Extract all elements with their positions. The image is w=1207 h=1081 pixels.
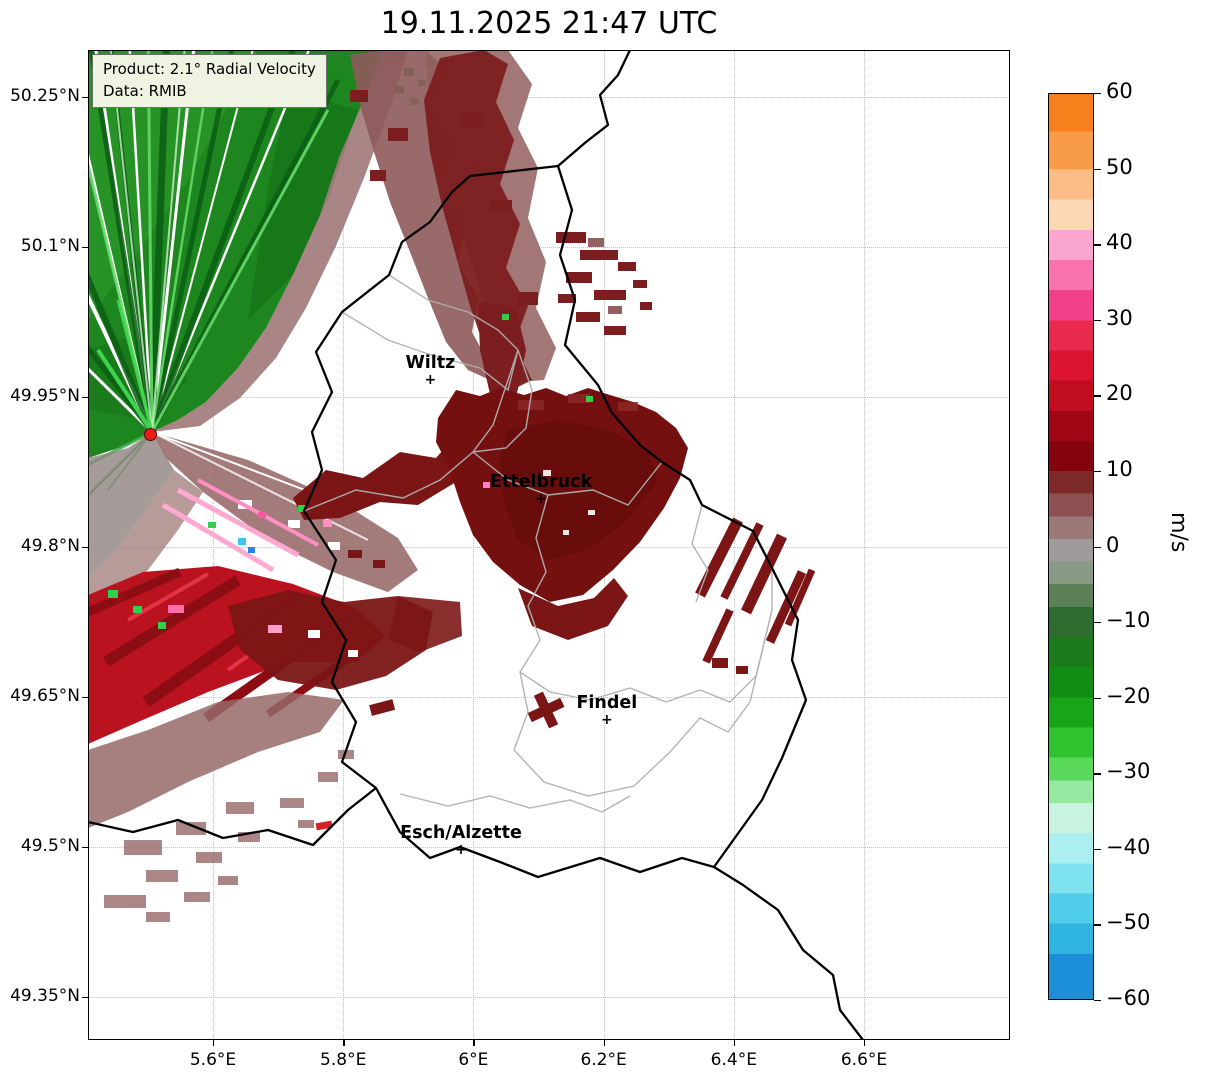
colorbar-unit-label: m/s: [1166, 512, 1191, 553]
y-tick-label: 49.65°N: [10, 686, 80, 706]
product-info-line1: Product: 2.1° Radial Velocity: [103, 60, 316, 78]
colorbar-tick-mark: [1094, 697, 1101, 700]
gridline-vertical: [213, 50, 214, 1040]
x-tick-mark: [733, 1040, 736, 1046]
gridline-vertical: [864, 50, 865, 1040]
city-marker: +: [600, 712, 613, 728]
colorbar-tick-label: 60: [1106, 79, 1133, 103]
noise-speckles: [108, 314, 593, 633]
x-tick-label: 6°E: [458, 1050, 489, 1070]
y-tick-mark: [82, 247, 88, 249]
y-tick-mark: [82, 97, 88, 99]
district-borders: [303, 274, 773, 813]
colorbar-tick-mark: [1094, 546, 1101, 548]
x-tick-label: 6.4°E: [710, 1050, 757, 1070]
radar-site-marker: [144, 428, 158, 441]
y-tick-label: 49.35°N: [10, 986, 80, 1006]
country-borders: [88, 50, 864, 1040]
border-southeast: [713, 866, 864, 1040]
colorbar-tick-label: −60: [1106, 986, 1151, 1010]
colorbar-tick-mark: [1094, 93, 1101, 95]
colorbar-tick-mark: [1094, 773, 1101, 775]
colorbar-tick-label: −30: [1106, 759, 1151, 784]
figure-title: 19.11.2025 21:47 UTC: [380, 6, 718, 41]
colorbar-tick-mark: [1094, 395, 1101, 397]
product-info-box: Product: 2.1° Radial Velocity Data: RMIB: [92, 54, 327, 108]
colorbar-tick-label: −50: [1106, 910, 1151, 935]
gridline-horizontal: [88, 697, 1010, 698]
gridline-vertical: [733, 50, 735, 1040]
gridline-vertical: [473, 50, 475, 1040]
x-tick-mark: [213, 1040, 215, 1046]
city-label: Findel: [576, 693, 638, 713]
colorbar-tick-label: 30: [1106, 305, 1133, 330]
colorbar: [1048, 93, 1094, 1000]
gridline-horizontal: [88, 97, 1010, 98]
colorbar-tick-label: 50: [1106, 154, 1133, 179]
colorbar-tick-mark: [1094, 168, 1101, 170]
y-tick-mark: [82, 547, 88, 549]
colorbar-tick-mark: [1094, 924, 1101, 926]
y-tick-label: 49.8°N: [20, 536, 80, 556]
eastern-streaks: [695, 517, 816, 664]
colorbar-tick-mark: [1094, 1000, 1101, 1002]
colorbar-tick-mark: [1094, 319, 1101, 322]
colorbar-tick-label: 10: [1106, 456, 1133, 481]
colorbar-tick-label: −40: [1106, 834, 1151, 859]
colorbar-tick-label: 0: [1106, 532, 1120, 557]
colorbar-tick-label: 40: [1106, 230, 1133, 255]
green-radial-streaks: [88, 50, 341, 434]
colorbar-tick-label: −10: [1106, 608, 1151, 633]
y-tick-label: 50.25°N: [10, 86, 80, 106]
x-tick-label: 6.2°E: [580, 1050, 627, 1070]
colorbar-tick-mark: [1094, 848, 1101, 851]
colorbar-tick-mark: [1094, 622, 1101, 624]
x-tick-label: 5.8°E: [320, 1050, 367, 1070]
product-info-line2: Data: RMIB: [103, 81, 187, 100]
y-tick-mark: [82, 697, 88, 699]
x-tick-mark: [603, 1040, 605, 1046]
velocity-field-positive: [88, 50, 816, 922]
city-marker: +: [535, 491, 547, 507]
border-north: [557, 50, 632, 167]
northeast-patches: [556, 232, 652, 335]
y-tick-mark: [82, 847, 88, 849]
gridline-horizontal: [88, 247, 1010, 248]
y-tick-mark: [82, 397, 88, 399]
x-tick-label: 6.6°E: [840, 1050, 888, 1070]
gridline-horizontal: [88, 997, 1010, 998]
city-label: Wiltz: [405, 353, 456, 373]
y-tick-label: 50.1°N: [20, 236, 80, 256]
radar-map: [88, 50, 864, 1040]
city-label: Ettelbruck: [490, 472, 593, 492]
border-southwest: [88, 787, 377, 847]
x-tick-mark: [343, 1040, 345, 1046]
x-tick-mark: [473, 1040, 475, 1046]
city-label: Esch/Alzette: [400, 823, 522, 843]
luxembourg-border: [302, 164, 808, 879]
y-tick-mark: [82, 997, 88, 999]
gridline-horizontal: [88, 847, 1010, 848]
colorbar-tick-label: 20: [1106, 381, 1133, 406]
y-tick-label: 49.95°N: [10, 386, 80, 406]
y-tick-label: 49.5°N: [20, 836, 80, 856]
colorbar-tick-mark: [1094, 244, 1101, 246]
findel-echo: [527, 691, 565, 729]
colorbar-tick-mark: [1094, 470, 1101, 473]
colorbar-tick-label: −20: [1106, 683, 1151, 708]
city-marker: +: [455, 842, 467, 858]
x-tick-mark: [864, 1040, 866, 1046]
x-tick-label: 5.6°E: [189, 1050, 237, 1070]
lower-left-mauve-blocks: [104, 750, 354, 922]
velocity-field-negative: [88, 50, 476, 498]
city-marker: +: [424, 372, 437, 388]
